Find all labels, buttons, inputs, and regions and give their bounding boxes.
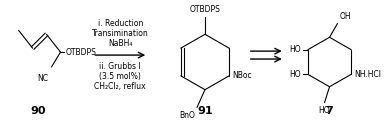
Text: (3.5 mol%): (3.5 mol%) bbox=[99, 72, 141, 81]
Text: BnO: BnO bbox=[179, 111, 195, 120]
Text: HO: HO bbox=[289, 70, 301, 79]
Text: CH₂Cl₂, reflux: CH₂Cl₂, reflux bbox=[94, 82, 146, 91]
Text: ii. Grubbs I: ii. Grubbs I bbox=[100, 62, 141, 71]
Text: OTBDPS: OTBDPS bbox=[189, 5, 220, 14]
Text: Transimination: Transimination bbox=[92, 29, 149, 38]
Text: HO: HO bbox=[289, 45, 301, 54]
Text: NBoc: NBoc bbox=[232, 71, 252, 80]
Text: 7: 7 bbox=[326, 106, 334, 116]
Text: OH: OH bbox=[339, 12, 351, 21]
Text: NH.HCl: NH.HCl bbox=[354, 70, 381, 79]
Text: 90: 90 bbox=[31, 106, 46, 116]
Text: NC: NC bbox=[38, 74, 49, 83]
Text: i. Reduction: i. Reduction bbox=[98, 19, 143, 28]
Text: OTBDPS: OTBDPS bbox=[65, 48, 96, 57]
Text: NaBH₄: NaBH₄ bbox=[108, 39, 132, 48]
Text: 91: 91 bbox=[197, 106, 213, 116]
Text: HO: HO bbox=[319, 107, 330, 115]
